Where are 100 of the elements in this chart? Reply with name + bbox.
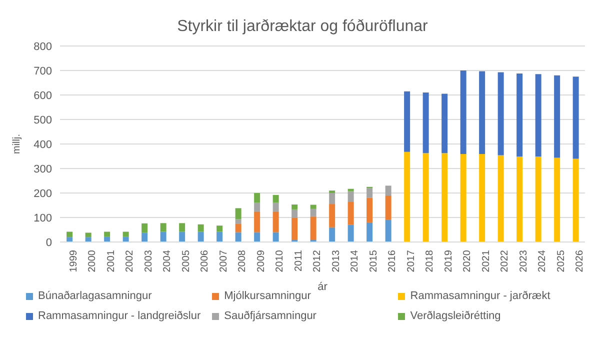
bar	[85, 237, 92, 242]
bar	[516, 73, 523, 156]
bar	[329, 227, 336, 242]
bar	[142, 232, 148, 242]
bar	[348, 224, 354, 242]
bar	[385, 220, 392, 242]
legend-label: Sauðfjársamningur	[224, 310, 316, 322]
bar	[272, 232, 279, 242]
bar	[292, 218, 298, 240]
bar	[385, 186, 392, 196]
x-tick-label: 2023	[518, 250, 530, 272]
y-tick-label: 200	[34, 188, 52, 200]
bar	[292, 209, 298, 218]
x-axis-title: ár	[318, 281, 328, 293]
x-tick-label: 2001	[106, 250, 117, 272]
bar	[422, 92, 429, 154]
bar	[572, 76, 579, 159]
bar	[179, 223, 186, 232]
bar	[329, 193, 336, 204]
bar	[348, 202, 354, 225]
bar	[85, 232, 92, 238]
bar	[366, 188, 373, 198]
bar	[310, 204, 316, 209]
legend-label: Verðlagsleiðrétting	[410, 310, 501, 322]
bar	[385, 195, 392, 220]
bar	[198, 232, 204, 242]
y-tick-label: 700	[34, 65, 52, 78]
bar	[104, 236, 110, 242]
bar	[235, 219, 242, 224]
bar	[254, 211, 260, 232]
x-tick-label: 2026	[574, 250, 586, 272]
bar	[254, 232, 260, 242]
y-tick-label: 400	[34, 138, 52, 151]
legend-label: Mjólkursamningur	[224, 290, 311, 302]
bar	[479, 71, 486, 154]
x-tick-label: 2020	[462, 250, 474, 272]
x-tick-label: 2013	[330, 250, 342, 272]
bar	[348, 188, 354, 192]
y-tick-label: 100	[34, 212, 52, 224]
bar	[460, 70, 466, 154]
x-tick-label: 2014	[350, 250, 361, 272]
bar	[254, 193, 260, 203]
bar	[254, 202, 260, 212]
x-tick-label: 2009	[256, 250, 267, 272]
bar	[66, 232, 73, 238]
y-tick-label: 500	[34, 114, 52, 126]
bar	[404, 152, 410, 242]
bar	[442, 94, 448, 154]
bar	[292, 204, 298, 210]
bar	[348, 191, 354, 202]
x-tick-label: 1999	[68, 250, 80, 272]
bar	[235, 232, 242, 242]
bar	[272, 202, 279, 212]
x-tick-label: 2008	[237, 250, 248, 272]
bar	[310, 216, 316, 240]
x-tick-label: 2007	[218, 250, 230, 272]
bar	[498, 155, 504, 242]
bar	[216, 232, 223, 242]
x-tick-label: 2003	[143, 250, 154, 272]
y-axis-title: millj.	[12, 134, 23, 154]
x-tick-label: 2004	[162, 250, 174, 272]
bar	[179, 232, 186, 242]
bar	[104, 232, 110, 237]
x-tick-label: 2005	[180, 250, 192, 272]
chart-title: Styrkir til jarðræktar og fóðuröflunar	[176, 17, 429, 37]
x-tick-label: 2000	[87, 250, 98, 272]
x-tick-label: 2006	[200, 250, 211, 272]
bar	[422, 153, 429, 242]
x-tick-label: 2024	[537, 250, 548, 272]
bar	[442, 153, 448, 242]
y-tick-label: 300	[34, 163, 52, 176]
bar	[272, 211, 279, 232]
bar	[235, 208, 242, 220]
bar	[572, 158, 579, 242]
bar	[142, 223, 148, 233]
bar	[272, 194, 279, 203]
x-tick-label: 2022	[500, 250, 511, 272]
bar	[122, 236, 129, 242]
bar	[122, 232, 129, 237]
x-tick-label: 2002	[124, 250, 136, 272]
bar	[366, 198, 373, 222]
legend-label: Búnaðarlagasamningur	[38, 290, 152, 302]
legend-label: Rammasamningur - jarðrækt	[410, 290, 550, 302]
bar	[404, 91, 410, 152]
bar	[216, 226, 223, 232]
bar	[479, 154, 486, 242]
x-tick-label: 2018	[424, 250, 436, 272]
bar	[516, 156, 523, 242]
bar	[554, 158, 560, 242]
bar	[535, 156, 542, 242]
bar	[310, 208, 316, 216]
bar	[160, 223, 166, 232]
x-tick-label: 2016	[387, 250, 398, 272]
bar	[535, 74, 542, 156]
bar	[198, 224, 204, 232]
bar	[329, 204, 336, 228]
y-tick-label: 600	[34, 90, 52, 102]
bar	[66, 237, 73, 242]
y-tick-label: 0	[46, 236, 52, 249]
bar	[554, 75, 560, 158]
